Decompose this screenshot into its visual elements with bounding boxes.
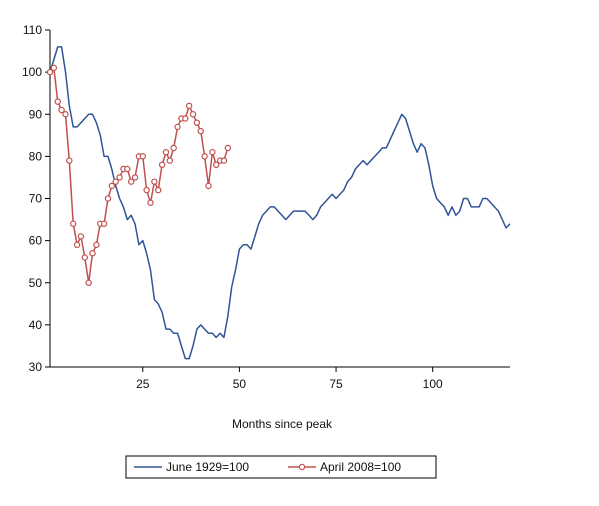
x-tick-label: 50 xyxy=(233,377,247,391)
data-point-april-2008 xyxy=(131,174,139,181)
data-point-april-2008 xyxy=(182,115,189,122)
data-point-april-2008 xyxy=(50,64,58,72)
y-tick-label: 90 xyxy=(29,107,43,121)
data-point-april-2008 xyxy=(112,178,119,185)
series-april-2008 xyxy=(46,64,232,286)
y-tick-label: 100 xyxy=(22,65,42,79)
data-point-april-2008 xyxy=(54,98,61,105)
data-point-april-2008 xyxy=(185,102,193,110)
data-point-april-2008 xyxy=(116,174,123,181)
data-point-april-2008 xyxy=(162,148,170,156)
data-point-april-2008 xyxy=(151,178,158,185)
data-point-april-2008 xyxy=(100,220,108,227)
x-tick-label: 25 xyxy=(136,377,150,391)
x-tick-label: 100 xyxy=(423,377,443,391)
axes: 30 40 50 60 70 80 90 100 110 25 50 75 100 xyxy=(22,23,510,391)
data-point-april-2008 xyxy=(104,195,112,202)
y-tick-label: 80 xyxy=(29,149,43,163)
data-point-april-2008 xyxy=(73,241,81,249)
legend-label-june-1929: June 1929=100 xyxy=(166,460,249,474)
data-point-april-2008 xyxy=(69,220,77,227)
y-tick-label: 50 xyxy=(29,276,43,290)
data-point-april-2008 xyxy=(127,178,135,185)
data-point-april-2008 xyxy=(85,279,92,286)
plot-area xyxy=(46,46,511,360)
data-point-april-2008 xyxy=(66,157,73,164)
data-point-april-2008 xyxy=(155,186,162,194)
data-point-april-2008 xyxy=(139,153,146,160)
series-june-1929 xyxy=(49,46,511,360)
legend-label-april-2008: April 2008=100 xyxy=(320,460,401,474)
data-point-april-2008 xyxy=(213,161,220,168)
data-point-april-2008 xyxy=(81,254,88,261)
data-point-april-2008 xyxy=(205,182,212,190)
data-point-april-2008 xyxy=(201,153,208,160)
x-axis-title: Months since peak xyxy=(232,417,333,431)
legend: June 1929=100 April 2008=100 xyxy=(125,455,437,479)
data-point-april-2008 xyxy=(124,165,131,173)
y-tick-label: 110 xyxy=(23,23,42,37)
data-point-april-2008 xyxy=(77,233,85,240)
data-point-april-2008 xyxy=(158,161,166,168)
legend-box xyxy=(125,455,437,479)
data-point-april-2008 xyxy=(143,186,150,194)
data-point-april-2008 xyxy=(166,157,174,164)
data-point-april-2008 xyxy=(193,119,201,126)
series-line-june-1929 xyxy=(49,46,511,360)
data-point-april-2008 xyxy=(170,144,177,152)
data-point-april-2008 xyxy=(209,148,216,156)
legend-marker-april-2008 xyxy=(298,463,306,471)
y-tick-label: 60 xyxy=(29,234,43,248)
data-point-april-2008 xyxy=(197,127,204,135)
data-point-april-2008 xyxy=(220,157,228,164)
data-point-april-2008 xyxy=(62,111,69,118)
series-line-april-2008 xyxy=(49,67,229,284)
data-point-april-2008 xyxy=(189,111,197,118)
y-tick-label: 30 xyxy=(29,360,43,374)
data-point-april-2008 xyxy=(147,199,154,206)
data-point-april-2008 xyxy=(58,106,65,114)
data-point-april-2008 xyxy=(108,182,116,190)
data-point-april-2008 xyxy=(174,123,181,131)
data-point-april-2008 xyxy=(93,241,100,249)
data-point-april-2008 xyxy=(46,68,54,76)
y-tick-label: 40 xyxy=(29,318,43,332)
x-tick-label: 75 xyxy=(329,377,343,391)
data-point-april-2008 xyxy=(89,250,96,257)
y-tick-label: 70 xyxy=(29,192,43,206)
data-point-april-2008 xyxy=(224,144,232,152)
